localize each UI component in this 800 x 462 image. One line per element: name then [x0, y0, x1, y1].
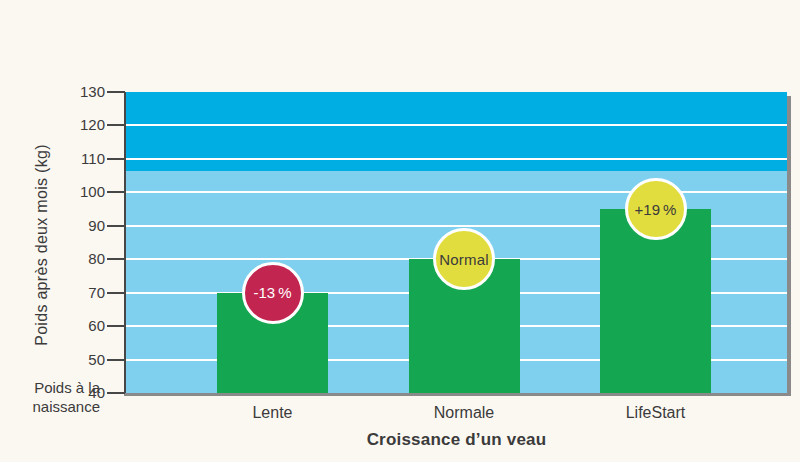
y-tick-label-60: 60 — [0, 316, 105, 336]
badge-neutral: Normal — [433, 228, 495, 290]
y-tick-label-100: 100 — [0, 182, 105, 202]
y-tick-mark-120 — [107, 124, 125, 126]
y-tick-label-50: 50 — [0, 350, 105, 370]
y-tick-label-110: 110 — [0, 149, 105, 169]
badge-negative: -13 % — [242, 262, 304, 324]
y-tick-mark-60 — [107, 325, 125, 327]
x-label-lifestart: LifeStart — [576, 403, 736, 423]
y-tick-mark-50 — [107, 359, 125, 361]
plot-shadow-bottom — [124, 393, 791, 396]
y-tick-label-40: 40 — [0, 383, 105, 403]
y-tick-mark-70 — [107, 292, 125, 294]
y-tick-mark-40 — [107, 392, 125, 394]
y-tick-mark-90 — [107, 225, 125, 227]
x-label-lente: Lente — [193, 403, 353, 423]
y-tick-mark-110 — [107, 158, 125, 160]
y-tick-label-120: 120 — [0, 115, 105, 135]
plot-area: -13 % Normal +19 % — [126, 92, 787, 393]
badge-positive: +19 % — [625, 178, 687, 240]
gridline-100 — [126, 191, 787, 193]
x-axis-title: Croissance d’un veau — [126, 429, 787, 451]
y-tick-label-80: 80 — [0, 249, 105, 269]
x-label-normale: Normale — [384, 403, 544, 423]
y-tick-mark-100 — [107, 191, 125, 193]
gridline-120 — [126, 124, 787, 126]
plot-shadow-right — [787, 96, 791, 396]
y-tick-label-90: 90 — [0, 216, 105, 236]
y-tick-mark-130 — [107, 91, 125, 93]
y-tick-label-70: 70 — [0, 283, 105, 303]
calf-growth-chart: -13 %Normal+19 % Poids après deux mois (… — [0, 0, 800, 462]
gridline-110 — [126, 158, 787, 160]
y-tick-label-130: 130 — [0, 82, 105, 102]
y-tick-mark-80 — [107, 258, 125, 260]
y-axis-line — [124, 92, 126, 394]
